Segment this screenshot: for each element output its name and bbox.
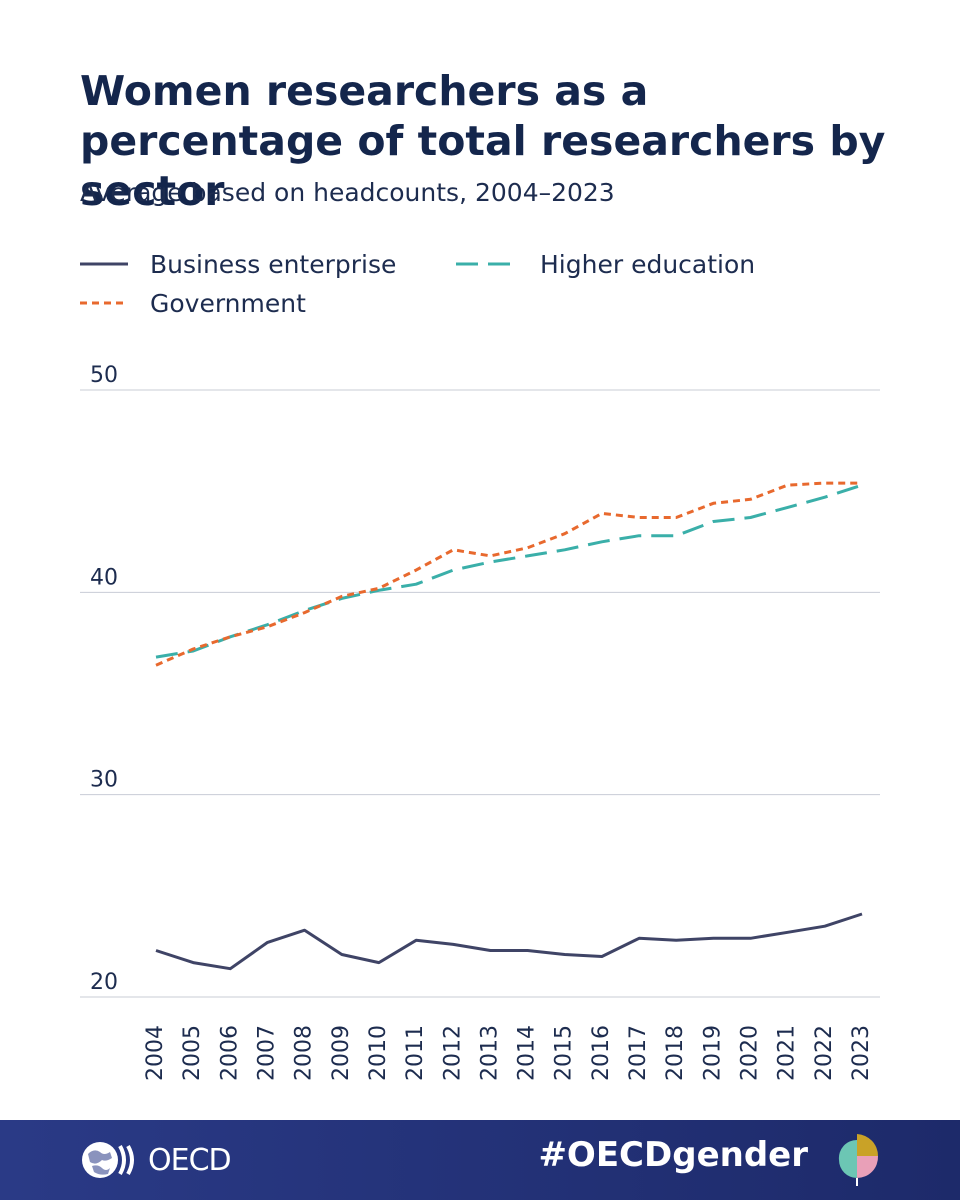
line-chart: 20 30 40 50 2004 2005 2006 2007 2008 2009 2010 201… xyxy=(80,363,880,1081)
x-tick-label: 2021 xyxy=(775,1025,800,1081)
legend-swatch-business xyxy=(80,262,128,266)
x-tick-label: 2016 xyxy=(589,1025,614,1081)
y-axis-tick-labels: 20 30 40 50 xyxy=(90,363,118,995)
y-tick-label: 30 xyxy=(90,768,118,793)
legend-swatch-government xyxy=(80,301,128,305)
legend-label-government: Government xyxy=(150,288,306,318)
globe-icon xyxy=(82,1142,134,1178)
chart-legend: Business enterprise Higher education Gov… xyxy=(80,244,920,324)
x-tick-label: 2012 xyxy=(440,1025,465,1081)
x-axis-tick-labels: 2004 2005 2006 2007 2008 2009 2010 2011 2012 2013… xyxy=(143,1025,874,1081)
x-tick-label: 2015 xyxy=(552,1025,577,1081)
x-tick-label: 2008 xyxy=(292,1025,317,1081)
legend-swatch-higher-education xyxy=(456,262,518,266)
x-tick-label: 2013 xyxy=(477,1025,502,1081)
x-tick-label: 2005 xyxy=(180,1025,205,1081)
x-tick-label: 2017 xyxy=(626,1025,651,1081)
legend-label-higher-education: Higher education xyxy=(540,249,756,279)
y-tick-label: 50 xyxy=(90,363,118,388)
series-line-government xyxy=(155,481,862,667)
legend-item-business: Business enterprise xyxy=(80,244,396,284)
hashtag-label: #OECDgender xyxy=(538,1135,808,1175)
gridlines xyxy=(80,389,880,998)
x-tick-label: 2020 xyxy=(738,1025,763,1081)
series-line-business-enterprise xyxy=(155,912,863,971)
x-tick-label: 2011 xyxy=(403,1025,428,1081)
series-lines xyxy=(155,481,863,971)
x-tick-label: 2018 xyxy=(663,1025,688,1081)
legend-label-business: Business enterprise xyxy=(150,249,397,279)
legend-item-higher-education: Higher education xyxy=(456,244,755,284)
y-tick-label: 40 xyxy=(90,565,118,590)
legend-item-government: Government xyxy=(80,283,306,323)
x-tick-label: 2019 xyxy=(700,1025,725,1081)
x-tick-label: 2022 xyxy=(812,1025,837,1081)
oecd-logo-text: OECD xyxy=(148,1142,232,1178)
footer-bar: OECD #OECDgender xyxy=(0,1120,960,1200)
x-tick-label: 2006 xyxy=(217,1025,242,1081)
x-tick-label: 2007 xyxy=(254,1025,279,1081)
chart-title: Women researchers as a percentage of tot… xyxy=(80,67,886,215)
series-line-higher-education xyxy=(155,483,863,659)
x-tick-label: 2014 xyxy=(515,1025,540,1081)
y-tick-label: 20 xyxy=(90,970,118,995)
oecd-logo: OECD xyxy=(80,1140,232,1180)
x-tick-label: 2023 xyxy=(849,1025,874,1081)
x-tick-label: 2009 xyxy=(329,1025,354,1081)
chart-subtitle: Average based on headcounts, 2004–2023 xyxy=(80,178,615,207)
gender-logo-icon xyxy=(838,1134,879,1186)
x-tick-label: 2004 xyxy=(143,1025,168,1081)
x-tick-label: 2010 xyxy=(366,1025,391,1081)
